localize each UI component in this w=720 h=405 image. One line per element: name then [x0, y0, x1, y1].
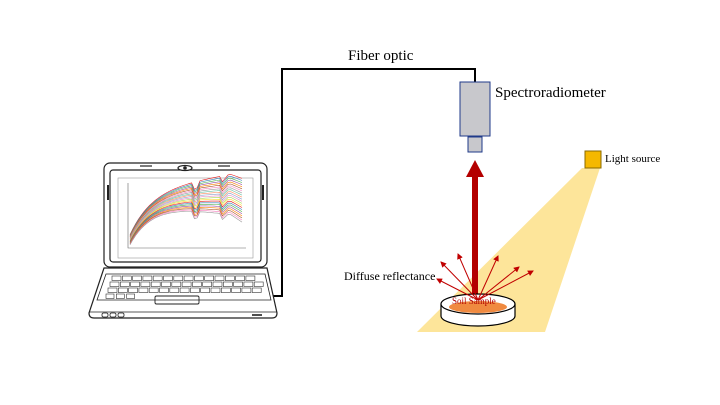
- spectrum-line: [129, 189, 243, 239]
- spectroradiometer-icon: [459, 81, 491, 153]
- laptop-screen-spectra-plot: [127, 174, 246, 249]
- spectrum-line: [129, 193, 243, 240]
- spectrum-line: [129, 195, 243, 241]
- spectrum-line: [129, 209, 243, 245]
- spectrum-line: [129, 179, 243, 237]
- soil-sample-label: Soil Sample: [452, 296, 496, 306]
- spectrum-line: [129, 198, 243, 242]
- diffuse-reflectance-arrows: [436, 253, 534, 301]
- spectrum-line: [129, 200, 243, 242]
- spectrum-line: [129, 211, 243, 245]
- fiber-optic-cable: [270, 68, 476, 297]
- light-source-icon: [584, 150, 602, 169]
- spectrum-line: [129, 206, 243, 244]
- spectrum-line: [129, 205, 243, 244]
- spectrum-line: [129, 181, 243, 237]
- spectrum-line: [129, 177, 243, 236]
- spectrum-line: [129, 185, 243, 238]
- spectrum-line: [129, 202, 243, 243]
- soil-dish-icon: [440, 293, 516, 327]
- spectrum-line: [129, 175, 243, 236]
- spectrum-line: [129, 187, 243, 239]
- light-beam: [417, 168, 600, 332]
- spectroradiometer-label: Spectroradiometer: [495, 85, 606, 101]
- laptop-keyboard: [105, 275, 264, 299]
- spectrum-line: [129, 204, 243, 243]
- diffuse-reflectance-label: Diffuse reflectance: [344, 269, 436, 283]
- spectrum-line: [129, 197, 243, 241]
- reflected-beam-arrow: [466, 160, 484, 304]
- spectrum-line: [129, 208, 243, 244]
- fiber-optic-label: Fiber optic: [348, 48, 414, 64]
- spectrum-line: [129, 191, 243, 240]
- spectrum-line: [129, 174, 243, 235]
- light-source-label: Light source: [605, 153, 661, 165]
- spectrum-line: [129, 183, 243, 238]
